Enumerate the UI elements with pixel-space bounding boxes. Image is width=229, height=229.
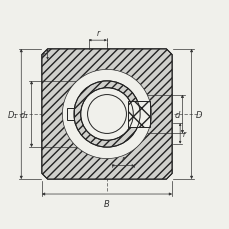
Text: B: B bbox=[104, 199, 109, 208]
Text: D₁: D₁ bbox=[8, 110, 18, 119]
Circle shape bbox=[74, 82, 139, 147]
Text: D: D bbox=[195, 110, 201, 119]
Circle shape bbox=[62, 70, 151, 159]
Circle shape bbox=[80, 88, 133, 141]
Text: r: r bbox=[121, 154, 124, 163]
Circle shape bbox=[87, 95, 126, 134]
Text: r: r bbox=[41, 51, 45, 60]
Text: d₁: d₁ bbox=[20, 110, 29, 119]
Text: r: r bbox=[96, 29, 99, 38]
Text: d: d bbox=[174, 110, 179, 119]
Polygon shape bbox=[42, 50, 171, 179]
Circle shape bbox=[62, 70, 151, 159]
Polygon shape bbox=[67, 109, 74, 120]
Text: r: r bbox=[182, 129, 185, 138]
Polygon shape bbox=[127, 102, 150, 127]
